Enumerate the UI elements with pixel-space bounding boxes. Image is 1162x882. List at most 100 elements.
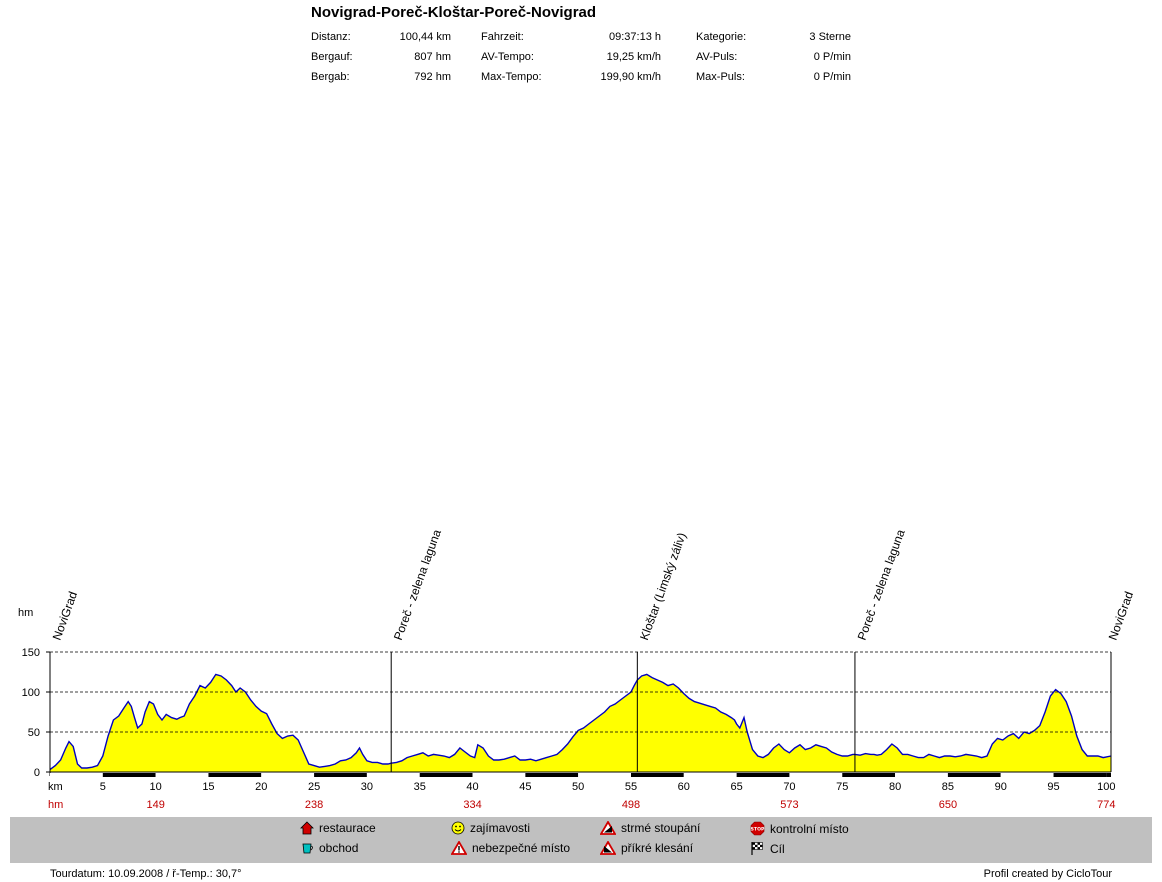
x-tick-label: 10 — [150, 781, 162, 793]
stat-value: 807 hm — [414, 51, 451, 63]
legend-label: příkré klesání — [621, 841, 694, 855]
x-tick-label: 50 — [572, 781, 584, 793]
x-tick-label: 35 — [414, 781, 426, 793]
cumulative-ascent-label: 334 — [463, 799, 481, 811]
stat-value: 199,90 km/h — [600, 71, 661, 83]
stat-label: Kategorie: — [696, 31, 747, 43]
stat-label: Bergauf: — [311, 51, 353, 63]
cumulative-ascent-label: 498 — [622, 799, 640, 811]
cumulative-ascent-label: 650 — [939, 799, 957, 811]
waypoint-label: Poreč - zelena laguna — [391, 527, 444, 642]
x-tick-label: 65 — [731, 781, 743, 793]
stop-icon: STOP — [751, 821, 765, 836]
finish-flag-icon — [751, 842, 763, 855]
km-scale-segment — [1053, 773, 1107, 777]
km-scale-segment — [366, 773, 420, 777]
x-tick-label: 45 — [519, 781, 531, 793]
km-scale-segment — [419, 773, 473, 777]
x-tick-label: 15 — [202, 781, 214, 793]
cumulative-ascent-label: 774 — [1097, 799, 1115, 811]
cup-icon — [302, 843, 313, 854]
km-scale-segment — [155, 773, 209, 777]
legend-item-kontrolni-misto: STOP kontrolní místo — [750, 821, 849, 836]
legend-item-prikre-klesani: příkré klesání — [600, 841, 693, 855]
km-scale-segment — [50, 773, 103, 777]
km-scale-segment — [789, 773, 843, 777]
x-tick-label: 20 — [255, 781, 267, 793]
legend-label: nebezpečné místo — [472, 841, 571, 855]
km-scale-segment — [895, 773, 948, 777]
x-tick-label: 40 — [466, 781, 478, 793]
legend-item-strme-stoupani: strmé stoupání — [600, 821, 700, 835]
legend-item-restaurace: restaurace — [300, 821, 376, 835]
km-scale-segment — [472, 773, 526, 777]
stat-value: 100,44 km — [399, 31, 451, 43]
x-tick-label: 95 — [1047, 781, 1059, 793]
elevation-profile-chart: 150 100 50 0 hm km 5 10 15 20 25 30 35 40 45 50 55 60 65 70… — [18, 527, 1136, 811]
stat-label: Bergab: — [311, 71, 350, 83]
legend-item-zajimavosti: zajímavosti — [451, 821, 530, 835]
elevation-line — [49, 673, 1112, 771]
legend-label: obchod — [319, 841, 359, 855]
x-tick-label: 90 — [995, 781, 1007, 793]
km-scale-segment — [1000, 773, 1054, 777]
km-scale-segment — [630, 773, 684, 777]
x-tick-label: 75 — [836, 781, 848, 793]
route-title: Novigrad-Poreč-Kloštar-Poreč-Novigrad — [311, 4, 597, 21]
cumulative-ascent-label: 238 — [305, 799, 323, 811]
waypoint-label: NoviGrad — [50, 590, 80, 642]
legend-item-nebezpecne-misto: nebezpečné místo — [451, 841, 570, 855]
cumulative-ascent-label: 149 — [146, 799, 164, 811]
km-scale-segment — [102, 773, 156, 777]
legend-label: restaurace — [319, 821, 376, 835]
km-scale-segment — [1106, 773, 1111, 777]
x-tick-label: 5 — [100, 781, 106, 793]
km-scale-segment — [842, 773, 896, 777]
steep-climb-icon — [600, 821, 616, 835]
waypoint-label: Kloštar (Limský záliv) — [637, 531, 689, 642]
y-tick-label: 150 — [22, 647, 40, 659]
km-scale-segment — [947, 773, 1001, 777]
km-scale-segment — [736, 773, 790, 777]
elevation-area — [50, 674, 1111, 772]
waypoint-label: NoviGrad — [1106, 590, 1136, 642]
svg-text:STOP: STOP — [751, 827, 765, 833]
legend-label: strmé stoupání — [621, 821, 701, 835]
km-scale-segment — [208, 773, 262, 777]
stat-value: 0 P/min — [813, 51, 851, 63]
ascent-row-label: hm — [48, 799, 63, 811]
legend-label: zajímavosti — [470, 821, 531, 835]
y-tick-label: 0 — [34, 767, 40, 779]
x-tick-label: 85 — [942, 781, 954, 793]
legend-item-cil: Cíl — [750, 841, 785, 856]
x-axis-label: km — [48, 781, 63, 793]
km-scale-segment — [683, 773, 737, 777]
km-scale-segment — [314, 773, 367, 777]
stat-value: 792 hm — [414, 71, 451, 83]
warning-icon — [451, 841, 467, 855]
legend-panel: restaurace obchod zajímavosti nebezpečné… — [10, 817, 1152, 863]
stat-label: Fahrzeit: — [481, 31, 524, 43]
waypoint-label: Poreč - zelena laguna — [855, 527, 908, 642]
stat-label: Max-Puls: — [696, 71, 745, 83]
stat-label: Max-Tempo: — [481, 71, 542, 83]
stat-label: Distanz: — [311, 31, 351, 43]
x-tick-label: 100 — [1097, 781, 1115, 793]
legend-label: Cíl — [770, 841, 785, 856]
stat-value: 09:37:13 h — [609, 31, 661, 43]
x-tick-label: 30 — [361, 781, 373, 793]
footer-tour-date: Tourdatum: 10.09.2008 / ř-Temp.: 30,7° — [50, 868, 242, 880]
y-tick-label: 50 — [28, 727, 40, 739]
legend-label: kontrolní místo — [770, 821, 849, 836]
cumulative-ascent-label: 573 — [780, 799, 798, 811]
x-tick-label: 55 — [625, 781, 637, 793]
x-tick-label: 60 — [678, 781, 690, 793]
stat-label: AV-Puls: — [696, 51, 738, 63]
stat-value: 0 P/min — [813, 71, 851, 83]
km-scale-segment — [578, 773, 631, 777]
steep-descent-icon — [600, 841, 616, 855]
footer-credit: Profil created by CicloTour — [983, 868, 1112, 880]
x-tick-label: 70 — [783, 781, 795, 793]
km-scale-segment — [525, 773, 579, 777]
x-tick-label: 25 — [308, 781, 320, 793]
